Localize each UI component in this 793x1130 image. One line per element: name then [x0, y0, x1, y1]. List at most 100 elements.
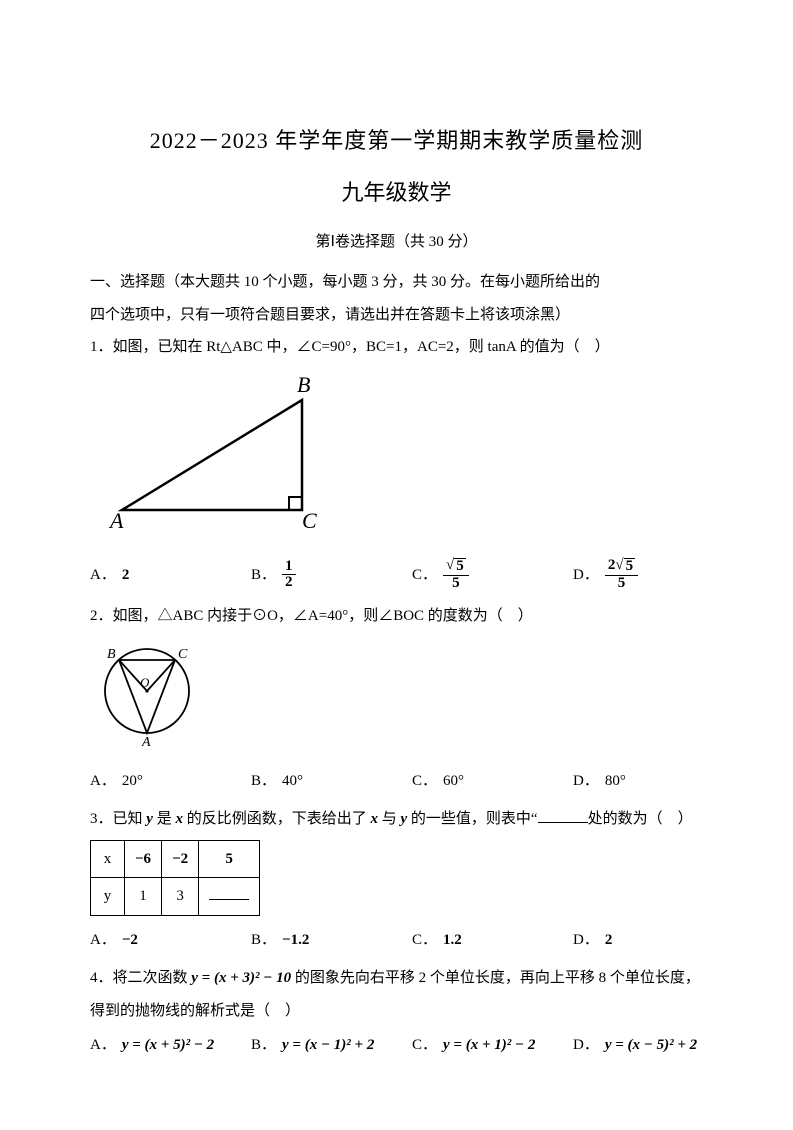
q1-options: A． 2 B． 1 2 C． √5 5 D． 2√5 5	[90, 558, 703, 592]
q2-opt-A-prefix: A．	[90, 767, 116, 796]
q3-opt-B-prefix: B．	[251, 926, 276, 955]
section-header-line1: 一、选择题（本大题共 10 个小题，每小题 3 分，共 30 分。在每小题所给出…	[90, 268, 703, 297]
q2-stem: 2．如图，△ABC 内接于⊙O，∠A=40°，则∠BOC 的度数为（ ）	[90, 602, 703, 631]
q3-th-1: −6	[125, 840, 162, 878]
q4-option-D: D．y = (x − 5)² + 2	[573, 1031, 703, 1060]
page-title-line2: 九年级数学	[90, 172, 703, 214]
q1-option-D: D． 2√5 5	[573, 558, 703, 592]
q1-label-B: B	[297, 372, 310, 397]
q3-mid1: 是	[153, 811, 176, 827]
q3-opt-B-value: −1.2	[282, 926, 309, 955]
q1-opt-B-frac: 1 2	[282, 559, 296, 592]
q3-post: 处的数为（ ）	[588, 811, 693, 827]
q4-opt-B-value: y = (x − 1)² + 2	[282, 1031, 374, 1060]
q4-opt-A-prefix: A．	[90, 1031, 116, 1060]
q2-opt-D-value: 80°	[605, 767, 626, 796]
q3-option-B: B．−1.2	[251, 926, 381, 955]
q3-stem-pre: 3．已知	[90, 811, 146, 827]
q3-option-C: C． 1.2	[412, 926, 542, 955]
q2-opt-B-prefix: B．	[251, 767, 276, 796]
q1-opt-C-prefix: C．	[412, 561, 437, 590]
q1-opt-B-prefix: B．	[251, 561, 276, 590]
q1-opt-C-num: √5	[443, 558, 469, 576]
q3-option-D: D．2	[573, 926, 703, 955]
q4-opt-C-value: y = (x + 1)² − 2	[443, 1031, 535, 1060]
q3-opt-C-prefix: C．	[412, 926, 437, 955]
q1-opt-C-den: 5	[449, 576, 463, 592]
q3-x2: x	[370, 811, 378, 827]
q1-opt-B-num: 1	[282, 559, 296, 576]
q3-options: A．−2 B．−1.2 C． 1.2 D．2	[90, 926, 703, 955]
q2-opt-B-value: 40°	[282, 767, 303, 796]
q3-x1: x	[175, 811, 183, 827]
q3-table-row-data: y 1 3	[91, 878, 260, 916]
q3-table: x −6 −2 5 y 1 3	[90, 840, 260, 916]
q2-option-A: A． 20°	[90, 767, 220, 796]
q4-opt-D-value: y = (x − 5)² + 2	[605, 1031, 697, 1060]
q1-opt-A-prefix: A．	[90, 561, 116, 590]
q1-figure: A B C	[92, 370, 703, 551]
q3-opt-D-value: 2	[605, 926, 613, 955]
q2-opt-D-prefix: D．	[573, 767, 599, 796]
q2-opt-C-prefix: C．	[412, 767, 437, 796]
q3-blank-underline	[538, 809, 588, 823]
q2-label-A: A	[141, 735, 151, 748]
q1-opt-C-sqrt-body: 5	[454, 558, 466, 575]
q1-stem: 1．如图，已知在 Rt△ABC 中，∠C=90°，BC=1，AC=2，则 tan…	[90, 333, 703, 362]
q1-opt-D-coef: 2	[608, 557, 616, 573]
q1-opt-D-frac: 2√5 5	[605, 558, 638, 592]
q4-option-B: B．y = (x − 1)² + 2	[251, 1031, 381, 1060]
q2-figure: B C A O	[92, 638, 703, 759]
q3-th-3: 5	[199, 840, 260, 878]
q3-opt-D-prefix: D．	[573, 926, 599, 955]
q1-opt-C-frac: √5 5	[443, 558, 469, 592]
q3-opt-C-value: 1.2	[443, 926, 462, 955]
section-header-line2: 四个选项中，只有一项符合题目要求，请选出并在答题卡上将该项涂黑）	[90, 301, 703, 330]
q4-option-C: C．y = (x + 1)² − 2	[412, 1031, 542, 1060]
q3-mid4: 的一些值，则表中“	[407, 811, 537, 827]
q4-option-A: A．y = (x + 5)² − 2	[90, 1031, 220, 1060]
q4-expr: y = (x + 3)² − 10	[191, 970, 291, 986]
q4-opt-C-prefix: C．	[412, 1031, 437, 1060]
q3-td-0: y	[91, 878, 125, 916]
q4-opt-A-value: y = (x + 5)² − 2	[122, 1031, 214, 1060]
q2-option-D: D． 80°	[573, 767, 703, 796]
q3-th-2: −2	[162, 840, 199, 878]
page-title-line1: 2022－2023 年学年度第一学期期末教学质量检测	[90, 120, 703, 162]
q2-label-O: O	[140, 675, 150, 690]
q3-opt-A-value: −2	[122, 926, 138, 955]
q3-th-0: x	[91, 840, 125, 878]
q2-option-C: C．60°	[412, 767, 542, 796]
q2-label-B: B	[107, 647, 116, 662]
q1-opt-D-sqrt-body: 5	[624, 558, 636, 575]
q3-mid3: 与	[378, 811, 401, 827]
q1-label-C: C	[302, 508, 317, 533]
q3-td-blank	[209, 888, 249, 900]
q3-mid2: 的反比例函数，下表给出了	[183, 811, 371, 827]
q3-td-1: 1	[125, 878, 162, 916]
q1-opt-D-num: 2√5	[605, 558, 638, 576]
q1-option-A: A． 2	[90, 558, 220, 592]
q2-label-C: C	[178, 647, 188, 662]
q4-stem-post: 的图象先向右平移 2 个单位长度，再向上平移 8 个单位长度，	[291, 970, 700, 986]
q4-stem-line1: 4．将二次函数 y = (x + 3)² − 10 的图象先向右平移 2 个单位…	[90, 964, 703, 993]
q2-options: A． 20° B． 40° C．60° D． 80°	[90, 767, 703, 796]
section-indicator: 第Ⅰ卷选择题（共 30 分）	[90, 228, 703, 257]
q3-option-A: A．−2	[90, 926, 220, 955]
q1-opt-A-value: 2	[122, 561, 130, 590]
q3-table-row-header: x −6 −2 5	[91, 840, 260, 878]
q1-opt-D-den: 5	[615, 576, 629, 592]
q3-opt-A-prefix: A．	[90, 926, 116, 955]
q4-options: A．y = (x + 5)² − 2 B．y = (x − 1)² + 2 C．…	[90, 1031, 703, 1060]
q1-opt-B-den: 2	[282, 575, 296, 591]
q1-opt-D-prefix: D．	[573, 561, 599, 590]
q3-y1: y	[146, 811, 153, 827]
q2-opt-A-value: 20°	[122, 767, 143, 796]
q3-td-2: 3	[162, 878, 199, 916]
q4-stem-pre: 4．将二次函数	[90, 970, 191, 986]
q1-option-C: C． √5 5	[412, 558, 542, 592]
q4-stem-line2: 得到的抛物线的解析式是（ ）	[90, 997, 703, 1026]
q2-option-B: B． 40°	[251, 767, 381, 796]
q3-stem: 3．已知 y 是 x 的反比例函数，下表给出了 x 与 y 的一些值，则表中“处…	[90, 805, 703, 834]
q3-td-3	[199, 878, 260, 916]
